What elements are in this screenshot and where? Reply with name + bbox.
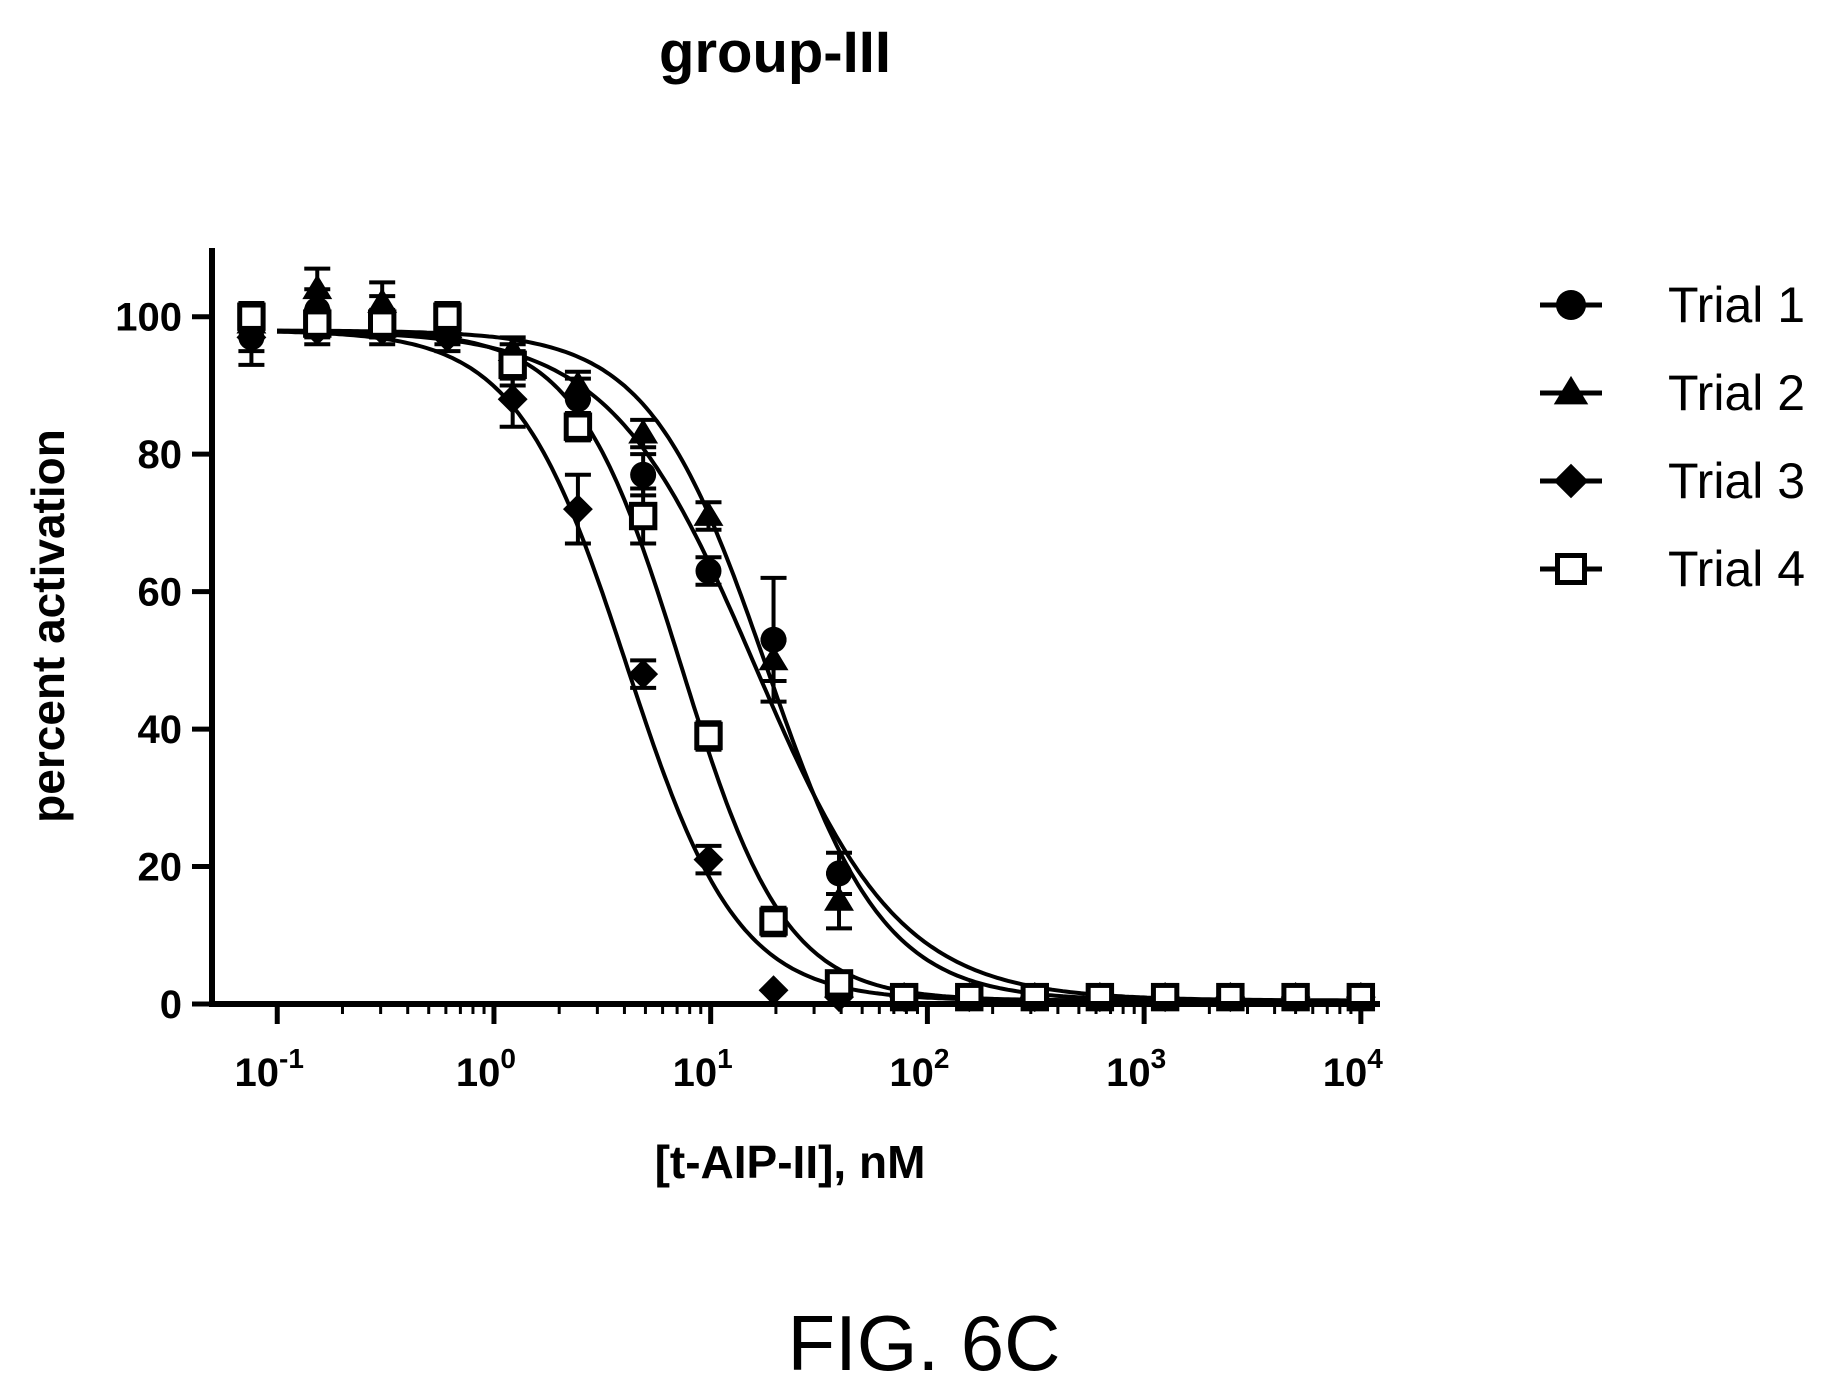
data-point-trial-3	[562, 494, 593, 525]
y-tick-label: 60	[138, 571, 183, 615]
data-point-trial-3	[497, 384, 528, 415]
data-point-trial-2	[628, 418, 659, 444]
y-tick-label: 80	[138, 433, 183, 477]
data-point-trial-4	[367, 309, 397, 338]
data-point-trial-1	[630, 461, 657, 488]
data-point-trial-4	[303, 309, 332, 338]
data-point-trial-2	[302, 274, 333, 300]
data-point-trial-2	[824, 886, 854, 911]
y-tick-label: 0	[160, 983, 182, 1027]
legend-marker	[1555, 553, 1587, 585]
data-point-trial-2	[758, 645, 789, 671]
data-points	[236, 274, 1376, 1013]
data-point-trial-4	[824, 969, 854, 998]
x-tick-label: 10-1	[235, 1043, 304, 1095]
data-point-trial-4	[498, 350, 527, 380]
legend-marker	[1553, 463, 1589, 499]
error-bars	[238, 266, 853, 938]
x-axis-ticks: 10-1 100 101 102 103 104	[235, 1004, 1384, 1095]
data-point-trial-2	[367, 288, 398, 313]
y-axis-ticks: 0 20 40 60 80 100	[115, 296, 212, 1027]
chart-title: group-III	[659, 20, 891, 85]
y-axis-label: percent activation	[22, 429, 74, 823]
data-point-trial-3	[628, 659, 659, 690]
fit-curve-trial-1	[277, 329, 1374, 1003]
data-point-trial-4	[628, 501, 658, 531]
data-point-trial-4	[694, 721, 723, 751]
fit-curve-trial-4	[277, 328, 1374, 1003]
y-tick-label: 20	[138, 846, 183, 890]
x-tick-label: 100	[456, 1043, 516, 1095]
data-point-trial-1	[826, 860, 853, 887]
x-tick-label: 102	[889, 1043, 949, 1095]
fit-curve-trial-3	[276, 329, 1374, 1003]
fit-curve-trial-2	[277, 328, 1374, 1003]
data-point-trial-2	[562, 370, 593, 396]
data-point-trial-3	[758, 975, 789, 1006]
x-tick-label: 103	[1106, 1043, 1166, 1095]
legend: Trial 1 Trial 2 Trial 3 Trial 4	[1540, 277, 1805, 597]
y-tick-label: 40	[138, 708, 183, 752]
data-point-trial-4	[759, 907, 788, 936]
data-point-trial-4	[237, 302, 266, 331]
legend-label: Trial 3	[1668, 453, 1805, 509]
data-point-trial-1	[760, 626, 787, 653]
fit-curves	[276, 328, 1374, 1003]
legend-label: Trial 1	[1668, 277, 1805, 333]
x-axis-label: [t-AIP-II], nM	[655, 1136, 926, 1188]
legend-marker	[1553, 375, 1589, 405]
y-tick-label: 100	[115, 296, 182, 340]
legend-label: Trial 2	[1668, 365, 1805, 421]
x-tick-label: 104	[1323, 1043, 1384, 1095]
data-point-trial-3	[693, 844, 724, 875]
figure-label: FIG. 6C	[787, 1299, 1060, 1385]
legend-marker	[1556, 290, 1586, 320]
data-point-trial-4	[563, 412, 593, 441]
legend-label: Trial 4	[1668, 541, 1805, 597]
data-point-trial-2	[693, 501, 724, 526]
data-point-trial-1	[695, 558, 722, 585]
data-point-trial-4	[433, 302, 462, 331]
x-tick-label: 101	[673, 1043, 733, 1095]
